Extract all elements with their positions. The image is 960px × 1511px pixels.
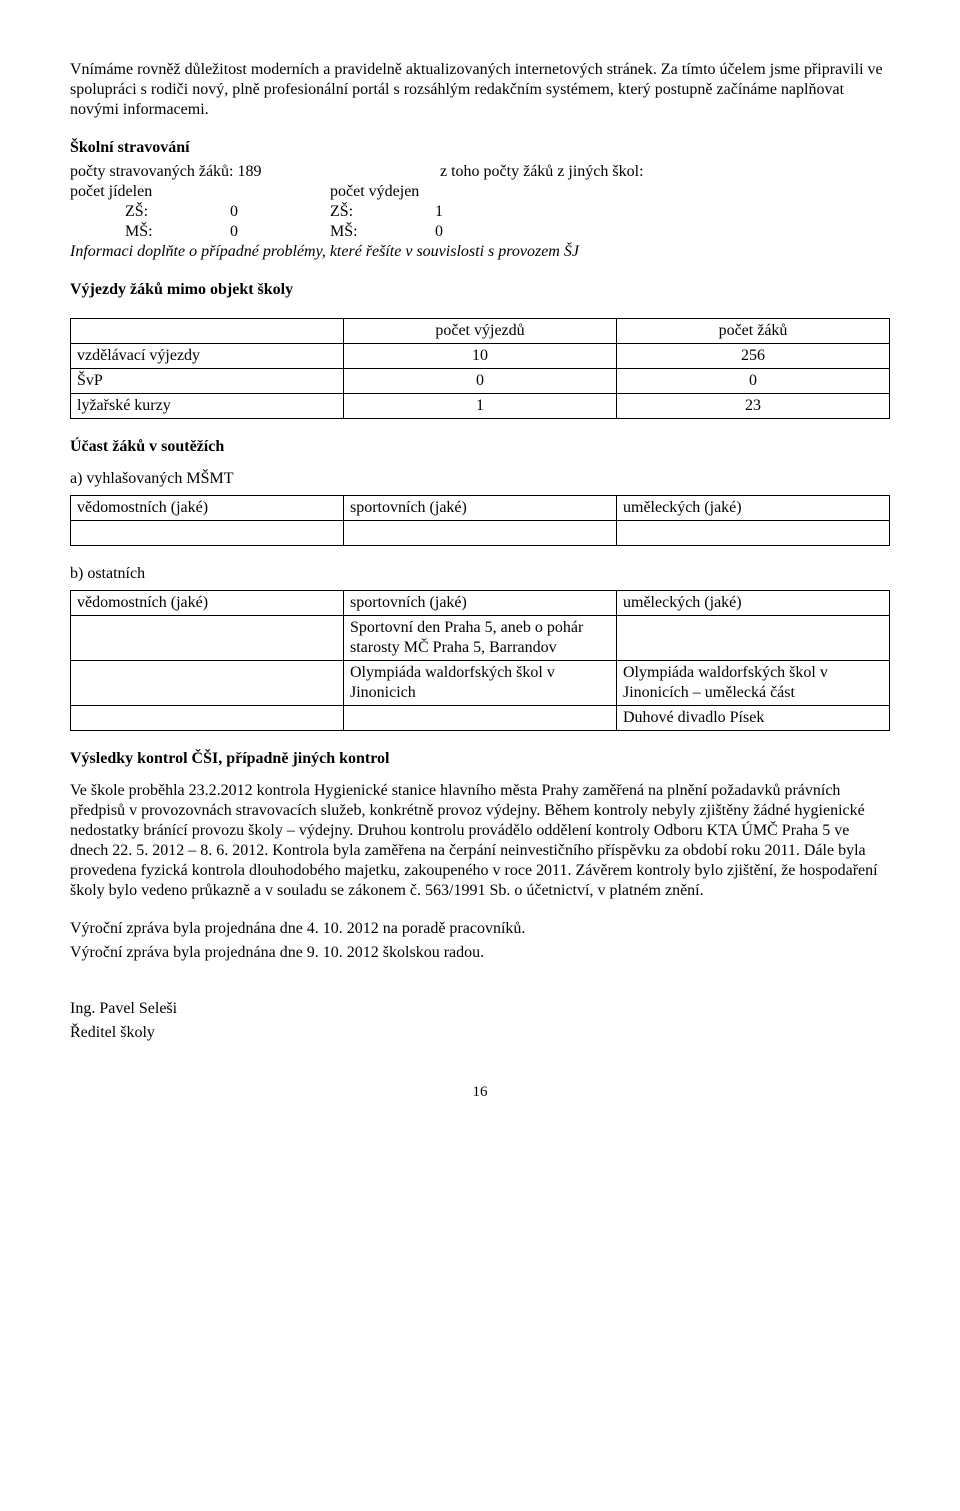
closing-section: Výroční zpráva byla projednána dne 4. 10… — [70, 919, 890, 1043]
intro-paragraph: Vnímáme rovněž důležitost moderních a pr… — [70, 60, 890, 120]
ucast-section: Účast žáků v soutěžích a) vyhlašovaných … — [70, 437, 890, 546]
table-row: vědomostních (jaké) sportovních (jaké) u… — [71, 591, 890, 616]
row-label: ŠvP — [71, 369, 344, 394]
col-header: uměleckých (jaké) — [617, 496, 890, 521]
line2a: počet jídelen — [70, 182, 330, 202]
table-row: Duhové divadlo Písek — [71, 706, 890, 731]
vyjezdy-section: Výjezdy žáků mimo objekt školy počet výj… — [70, 280, 890, 419]
row-label: lyžařské kurzy — [71, 394, 344, 419]
col-header: vědomostních (jaké) — [71, 591, 344, 616]
closing-line-2: Výroční zpráva byla projednána dne 9. 10… — [70, 943, 890, 963]
line2b: počet výdejen — [330, 182, 419, 202]
cell — [71, 661, 344, 706]
ucast-a-table: vědomostních (jaké) sportovních (jaké) u… — [70, 495, 890, 546]
ucast-b-section: b) ostatních vědomostních (jaké) sportov… — [70, 564, 890, 731]
vysledky-heading: Výsledky kontrol ČŠI, případně jiných ko… — [70, 749, 890, 769]
signatory-name: Ing. Pavel Seleši — [70, 999, 890, 1019]
table-row — [71, 521, 890, 546]
cell: 10 — [344, 344, 617, 369]
col-header-1: počet výjezdů — [344, 319, 617, 344]
vyjezdy-table: počet výjezdů počet žáků vzdělávací výje… — [70, 318, 890, 419]
cell: 23 — [617, 394, 890, 419]
table-row: vzdělávací výjezdy 10 256 — [71, 344, 890, 369]
vysledky-text: Ve škole proběhla 23.2.2012 kontrola Hyg… — [70, 781, 890, 901]
stravovani-zs-row: ZŠ: 0 ZŠ: 1 — [70, 202, 890, 222]
col-header-2: počet žáků — [617, 319, 890, 344]
cell: Olympiáda waldorfských škol v Jinonicich — [344, 661, 617, 706]
cell: Olympiáda waldorfských škol v Jinonicích… — [617, 661, 890, 706]
col-header: uměleckých (jaké) — [617, 591, 890, 616]
cell: Sportovní den Praha 5, aneb o pohár star… — [344, 616, 617, 661]
skolni-stravovani-heading: Školní stravování — [70, 138, 890, 158]
skolni-stravovani-section: Školní stravování počty stravovaných žák… — [70, 138, 890, 262]
stravovani-line2: počet jídelen počet výdejen — [70, 182, 890, 202]
cell — [344, 706, 617, 731]
cell — [71, 706, 344, 731]
ms-label-1: MŠ: — [125, 222, 230, 242]
cell: 0 — [617, 369, 890, 394]
table-row: lyžařské kurzy 1 23 — [71, 394, 890, 419]
closing-line-1: Výroční zpráva byla projednána dne 4. 10… — [70, 919, 890, 939]
vysledky-section: Výsledky kontrol ČŠI, případně jiných ko… — [70, 749, 890, 901]
cell: Duhové divadlo Písek — [617, 706, 890, 731]
zs-label-2: ZŠ: — [330, 202, 435, 222]
signatory-title: Ředitel školy — [70, 1023, 890, 1043]
cell: 256 — [617, 344, 890, 369]
zs-label-1: ZŠ: — [125, 202, 230, 222]
line1a: počty stravovaných žáků: 189 — [70, 162, 440, 182]
cell — [71, 616, 344, 661]
col-header: vědomostních (jaké) — [71, 496, 344, 521]
stravovani-note: Informaci doplňte o případné problémy, k… — [70, 242, 890, 262]
ms-val-2: 0 — [435, 222, 443, 242]
table-row: ŠvP 0 0 — [71, 369, 890, 394]
vyjezdy-heading: Výjezdy žáků mimo objekt školy — [70, 280, 890, 300]
zs-val-1: 0 — [230, 202, 330, 222]
cell: 0 — [344, 369, 617, 394]
ucast-b-table: vědomostních (jaké) sportovních (jaké) u… — [70, 590, 890, 731]
table-row: počet výjezdů počet žáků — [71, 319, 890, 344]
ms-label-2: MŠ: — [330, 222, 435, 242]
stravovani-ms-row: MŠ: 0 MŠ: 0 — [70, 222, 890, 242]
zs-val-2: 1 — [435, 202, 443, 222]
cell: 1 — [344, 394, 617, 419]
col-header: sportovních (jaké) — [344, 591, 617, 616]
cell — [617, 616, 890, 661]
intro-text: Vnímáme rovněž důležitost moderních a pr… — [70, 60, 890, 120]
col-header: sportovních (jaké) — [344, 496, 617, 521]
row-label: vzdělávací výjezdy — [71, 344, 344, 369]
stravovani-line1: počty stravovaných žáků: 189 z toho počt… — [70, 162, 890, 182]
ucast-a-label: a) vyhlašovaných MŠMT — [70, 469, 890, 489]
ucast-heading: Účast žáků v soutěžích — [70, 437, 890, 457]
table-row: Olympiáda waldorfských škol v Jinonicich… — [71, 661, 890, 706]
ms-val-1: 0 — [230, 222, 330, 242]
table-row: Sportovní den Praha 5, aneb o pohár star… — [71, 616, 890, 661]
table-row: vědomostních (jaké) sportovních (jaké) u… — [71, 496, 890, 521]
line1b: z toho počty žáků z jiných škol: — [440, 162, 644, 182]
ucast-b-label: b) ostatních — [70, 564, 890, 584]
page-number: 16 — [70, 1083, 890, 1102]
